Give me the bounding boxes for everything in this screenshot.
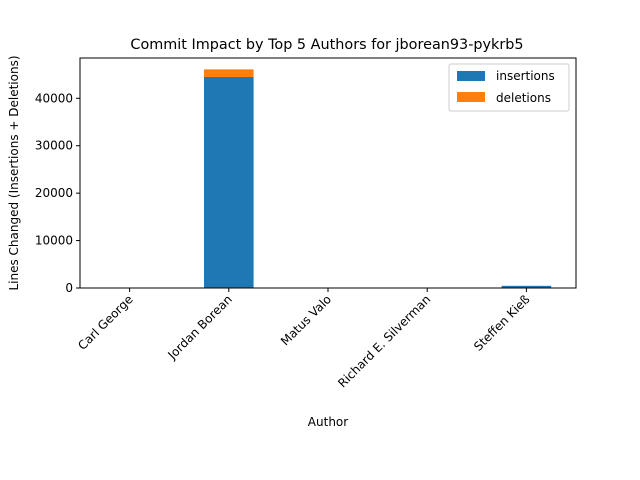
y-tick-label: 30000 [35, 139, 73, 153]
legend-swatch-insertions [457, 71, 485, 81]
legend-label-insertions: insertions [496, 69, 555, 83]
y-axis: 0 10000 20000 30000 40000 [35, 91, 80, 295]
legend-swatch-deletions [457, 92, 485, 102]
y-tick-label: 0 [65, 281, 73, 295]
bar-insertions-jordan-borean [204, 76, 254, 288]
y-tick-label: 20000 [35, 186, 73, 200]
bar-deletions-jordan-borean [204, 69, 254, 77]
plot-frame [79, 57, 577, 289]
legend: insertions deletions [448, 63, 570, 112]
y-tick-label: 40000 [35, 91, 73, 105]
bar-insertions-steffen-kie [501, 285, 552, 288]
y-tick-label: 10000 [35, 234, 73, 248]
chart-title: Commit Impact by Top 5 Authors for jbore… [130, 37, 523, 53]
y-axis-label: Lines Changed (Insertions + Deletions) [7, 55, 21, 290]
x-axis-label: Author [308, 415, 348, 429]
legend-label-deletions: deletions [496, 91, 551, 105]
bars [104, 69, 552, 288]
